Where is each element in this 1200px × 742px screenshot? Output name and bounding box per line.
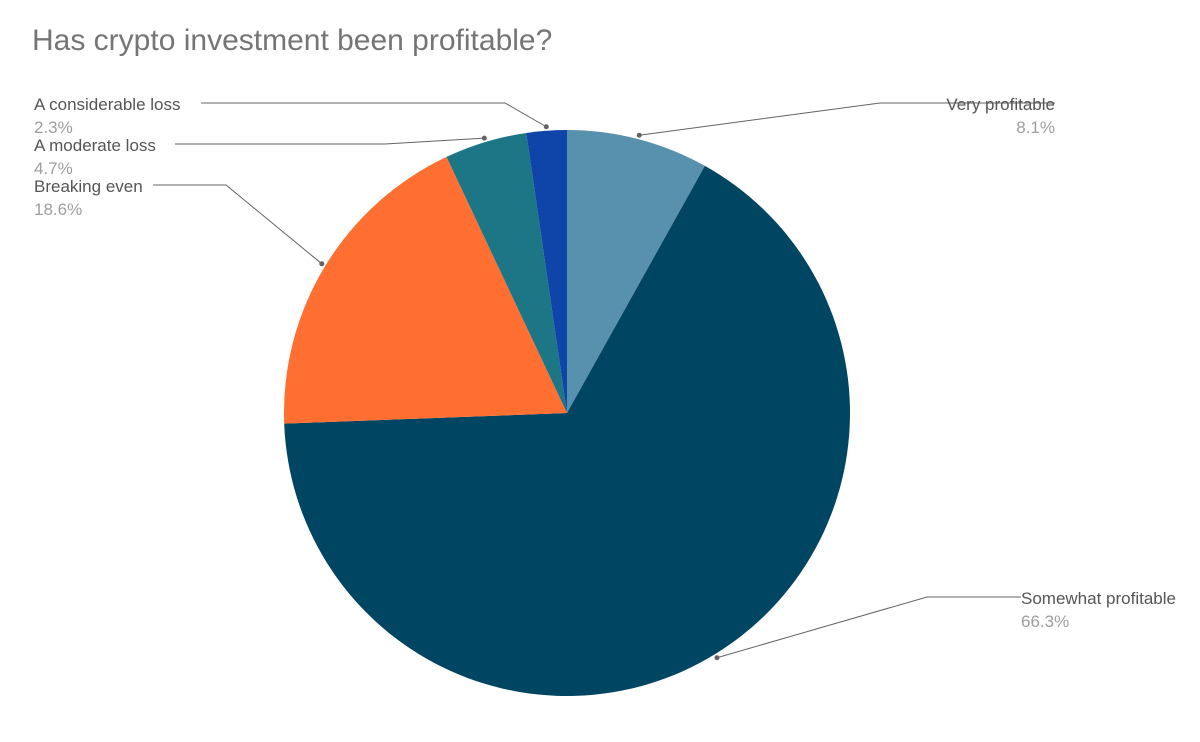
slice-label-value: 8.1%: [946, 117, 1055, 140]
leader-dot: [637, 133, 642, 138]
slice-label-name: A considerable loss: [34, 94, 180, 117]
leader-line: [175, 138, 484, 144]
slice-label-name: Somewhat profitable: [1021, 588, 1176, 611]
slice-label-value: 4.7%: [34, 158, 156, 181]
slice-label-value: 66.3%: [1021, 611, 1176, 634]
leader-dot: [714, 655, 719, 660]
slice-label-value: 18.6%: [34, 199, 143, 222]
chart-container: Has crypto investment been profitable? V…: [0, 0, 1200, 742]
slice-label-group: Very profitable8.1%: [946, 94, 1055, 140]
slice-label-group: A considerable loss2.3%: [34, 94, 180, 140]
slice-label-group: Breaking even18.6%: [34, 176, 143, 222]
leader-dot: [544, 124, 549, 129]
slice-label-name: Very profitable: [946, 94, 1055, 117]
slice-label-group: Somewhat profitable66.3%: [1021, 588, 1176, 634]
leader-dot: [319, 261, 324, 266]
slice-label-value: 2.3%: [34, 117, 180, 140]
leader-line: [201, 103, 546, 127]
leader-line: [153, 185, 322, 264]
slice-label-group: A moderate loss4.7%: [34, 135, 156, 181]
leader-dot: [482, 136, 487, 141]
